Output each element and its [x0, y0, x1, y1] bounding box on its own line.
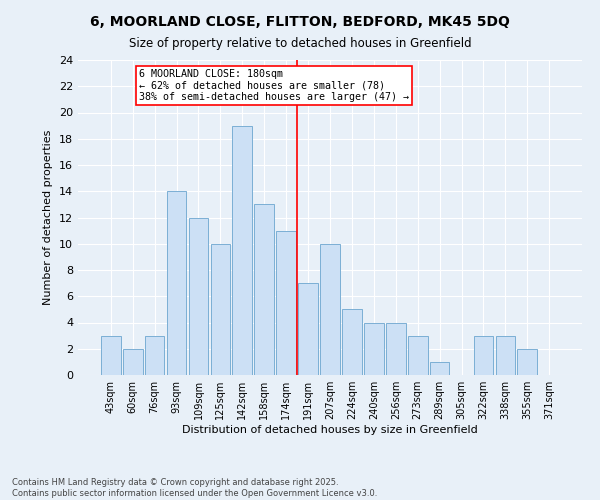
Bar	[298, 283, 318, 375]
X-axis label: Distribution of detached houses by size in Greenfield: Distribution of detached houses by size …	[182, 425, 478, 435]
Bar	[496, 336, 515, 375]
Text: Size of property relative to detached houses in Greenfield: Size of property relative to detached ho…	[128, 38, 472, 51]
Bar	[430, 362, 449, 375]
Bar	[364, 322, 384, 375]
Bar	[211, 244, 230, 375]
Bar	[145, 336, 164, 375]
Bar	[254, 204, 274, 375]
Bar	[342, 310, 362, 375]
Bar	[101, 336, 121, 375]
Bar	[473, 336, 493, 375]
Bar	[517, 349, 537, 375]
Bar	[167, 191, 187, 375]
Bar	[320, 244, 340, 375]
Bar	[408, 336, 428, 375]
Text: 6, MOORLAND CLOSE, FLITTON, BEDFORD, MK45 5DQ: 6, MOORLAND CLOSE, FLITTON, BEDFORD, MK4…	[90, 15, 510, 29]
Bar	[188, 218, 208, 375]
Bar	[123, 349, 143, 375]
Bar	[276, 230, 296, 375]
Text: 6 MOORLAND CLOSE: 180sqm
← 62% of detached houses are smaller (78)
38% of semi-d: 6 MOORLAND CLOSE: 180sqm ← 62% of detach…	[139, 69, 409, 102]
Bar	[386, 322, 406, 375]
Text: Contains HM Land Registry data © Crown copyright and database right 2025.
Contai: Contains HM Land Registry data © Crown c…	[12, 478, 377, 498]
Y-axis label: Number of detached properties: Number of detached properties	[43, 130, 53, 305]
Bar	[232, 126, 252, 375]
